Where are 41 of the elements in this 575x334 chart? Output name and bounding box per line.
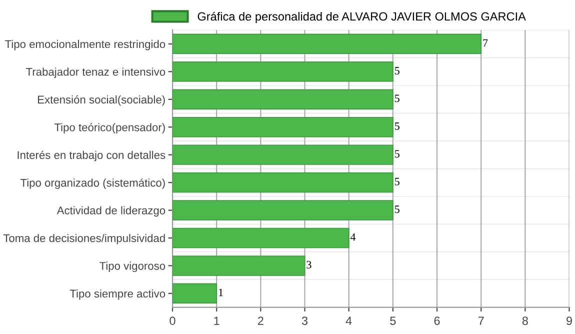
x-tick-label: 3 <box>302 316 308 325</box>
y-tick-label: Tipo teórico(pensador) <box>54 122 165 134</box>
data-label: 3 <box>306 261 312 268</box>
bar <box>172 256 306 276</box>
x-tick-label: 0 <box>170 316 176 325</box>
data-label: 1 <box>218 288 223 296</box>
data-label: 5 <box>394 206 400 214</box>
bar <box>172 89 394 110</box>
y-tick-label: Tipo emocionalmente restringido <box>5 40 166 50</box>
data-label: 4 <box>350 233 356 241</box>
y-tick-label: Actividad de liderazgo <box>56 206 166 217</box>
legend-label: Gráfica de personalidad de ALVARO JAVIER OLMOS GARCIA <box>198 12 526 23</box>
data-label: 5 <box>394 178 400 186</box>
data-label: 5 <box>394 150 400 158</box>
y-tick-label: Trabajador tenaz e intensivo <box>26 68 166 78</box>
data-label: 5 <box>394 122 400 130</box>
bar <box>172 34 482 54</box>
y-tick-label: Interés en trabajo con detalles <box>18 150 166 162</box>
y-tick-label: Extensión social(sociable) <box>38 95 165 106</box>
x-tick-label: 5 <box>390 316 396 325</box>
x-tick-label: 4 <box>346 316 352 325</box>
data-label: 7 <box>483 39 488 47</box>
bar <box>172 144 394 165</box>
data-label: 5 <box>394 67 400 74</box>
bar <box>172 116 394 138</box>
x-tick-label: 7 <box>478 316 484 325</box>
x-tick-label: 1 <box>214 316 220 325</box>
y-tick-label: Tipo organizado (sistemático) <box>20 178 165 189</box>
x-tick-label: 9 <box>566 316 572 325</box>
bar <box>172 200 394 220</box>
x-tick-label: 6 <box>434 316 440 325</box>
bar <box>172 62 394 82</box>
data-label: 5 <box>394 94 400 102</box>
y-tick-label: Tipo vigoroso <box>100 262 166 272</box>
x-tick-label: 8 <box>522 316 528 325</box>
x-tick-label: 2 <box>258 316 264 325</box>
bar <box>172 228 350 248</box>
bar <box>172 283 218 304</box>
y-tick-label: Toma de decisiones/impulsividad <box>3 234 165 244</box>
bar <box>172 172 394 193</box>
y-tick-label: Tipo siempre activo <box>70 289 166 300</box>
